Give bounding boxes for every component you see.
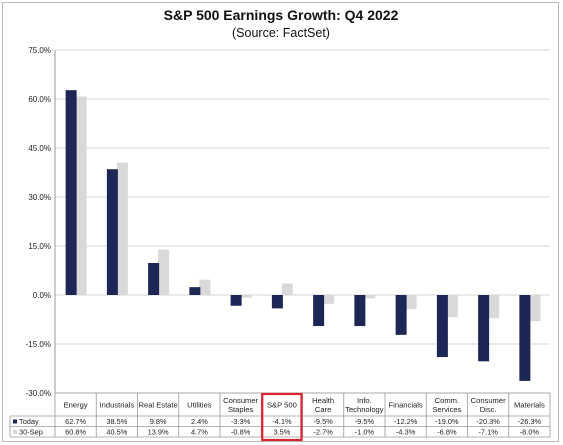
table-cell-today: 38.5%	[106, 417, 127, 426]
table-cell-30-sep: 40.5%	[106, 428, 127, 437]
category-label: Technology	[345, 405, 384, 414]
table-cell-30-sep: -7.1%	[478, 428, 498, 437]
category-label: Energy	[64, 401, 88, 410]
y-tick-label: 45.0%	[28, 144, 51, 153]
chart-title: S&P 500 Earnings Growth: Q4 2022	[164, 7, 399, 23]
bar-30-sep	[199, 279, 211, 295]
table-cell-30-sep: 60.8%	[65, 428, 86, 437]
table-cell-30-sep: -8.0%	[520, 428, 540, 437]
bar-today	[65, 90, 77, 296]
category-label: Staples	[228, 405, 254, 414]
bar-today	[478, 295, 490, 362]
bar-30-sep	[364, 295, 376, 299]
bar-30-sep	[240, 295, 252, 298]
table-cell-30-sep: -2.7%	[313, 428, 333, 437]
chart-subtitle: (Source: FactSet)	[232, 26, 330, 40]
table-cell-30-sep: -6.8%	[437, 428, 457, 437]
table-cell-today: 9.8%	[150, 417, 167, 426]
category-label: Financials	[389, 401, 423, 410]
category-label: Utilities	[187, 401, 212, 410]
table-cell-today: -9.5%	[355, 417, 375, 426]
y-tick-label: -30.0%	[26, 389, 51, 398]
y-tick-label: 60.0%	[28, 95, 51, 104]
y-tick-label: 0.0%	[33, 291, 51, 300]
table-cell-today: -20.3%	[476, 417, 500, 426]
bar-today	[271, 295, 283, 309]
category-label: Consumer	[223, 396, 258, 405]
table-cell-30-sep: -4.3%	[396, 428, 416, 437]
table-cell-today: -26.3%	[518, 417, 542, 426]
table-cell-30-sep: 4.7%	[191, 428, 208, 437]
gridlines	[54, 49, 550, 394]
bar-today	[436, 295, 448, 358]
table-cell-today: -3.3%	[231, 417, 251, 426]
legend-label-30-sep: 30-Sep	[19, 428, 43, 437]
legend-swatch-30-sep	[13, 430, 17, 434]
table-cell-today: 62.7%	[65, 417, 86, 426]
bar-today	[354, 295, 366, 327]
bar-today	[519, 295, 531, 381]
bar-today	[148, 262, 160, 295]
bar-30-sep	[116, 162, 128, 295]
category-label: Real Estate	[138, 401, 177, 410]
category-label: Disc.	[480, 405, 497, 414]
bar-30-sep	[405, 295, 417, 310]
bar-30-sep	[158, 249, 170, 295]
bar-30-sep	[446, 295, 458, 318]
category-label: Comm.	[435, 396, 459, 405]
y-axis-ticks: 75.0% 60.0% 45.0% 30.0% 15.0% 0.0% -15.0% -30.0…	[26, 46, 51, 398]
table-cell-30-sep: -0.8%	[231, 428, 251, 437]
legend-label-today: Today	[19, 417, 39, 426]
bar-30-sep	[75, 96, 87, 296]
category-label: Materials	[514, 401, 545, 410]
category-label: S&P 500	[267, 401, 297, 410]
category-label: Consumer	[471, 396, 506, 405]
data-table: Energy 62.7% 60.8% Industrials 38.5% 40.5% Rea…	[9, 392, 551, 442]
category-label: Health	[312, 396, 334, 405]
table-cell-30-sep: 13.9%	[148, 428, 169, 437]
bar-30-sep	[488, 295, 500, 319]
bar-30-sep	[281, 283, 293, 295]
table-cell-30-sep: 3.5%	[273, 428, 290, 437]
y-tick-label: 15.0%	[28, 242, 51, 251]
bars	[65, 90, 541, 381]
category-label: Info.	[357, 396, 372, 405]
y-tick-label: 30.0%	[28, 193, 51, 202]
bar-today	[189, 287, 201, 295]
bar-30-sep	[323, 295, 335, 304]
legend-swatch-today	[13, 419, 17, 424]
bar-today	[106, 169, 118, 295]
y-tick-label: -15.0%	[26, 340, 51, 349]
bar-today	[395, 295, 407, 335]
table-cell-today: -9.5%	[313, 417, 333, 426]
category-label: Industrials	[100, 401, 135, 410]
category-label: Services	[432, 405, 461, 414]
table-cell-today: -12.2%	[394, 417, 418, 426]
y-tick-label: 75.0%	[28, 46, 51, 55]
table-cell-today: 2.4%	[191, 417, 208, 426]
bar-today	[313, 295, 325, 327]
table-cell-30-sep: -1.0%	[355, 428, 375, 437]
bar-today	[230, 295, 242, 306]
table-cell-today: -4.1%	[272, 417, 292, 426]
chart-frame	[2, 2, 559, 442]
category-label: Care	[315, 405, 331, 414]
table-cell-today: -19.0%	[435, 417, 459, 426]
highlight-box	[261, 392, 303, 442]
bar-30-sep	[529, 295, 541, 322]
